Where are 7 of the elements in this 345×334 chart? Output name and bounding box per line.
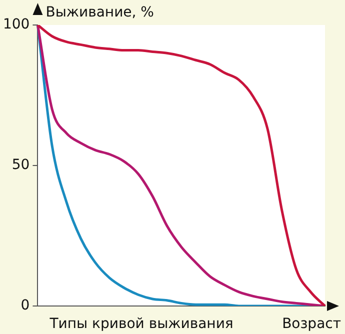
y-tick-label: 100 xyxy=(2,16,30,33)
y-tick-label: 50 xyxy=(12,157,30,174)
line-series xyxy=(36,25,326,306)
text: Типы кривой выживания xyxy=(48,316,234,332)
y-tick-label: 0 xyxy=(20,298,30,314)
y-axis-title: Выживание, % xyxy=(46,4,154,21)
x-axis-title: Возраст xyxy=(282,316,341,332)
